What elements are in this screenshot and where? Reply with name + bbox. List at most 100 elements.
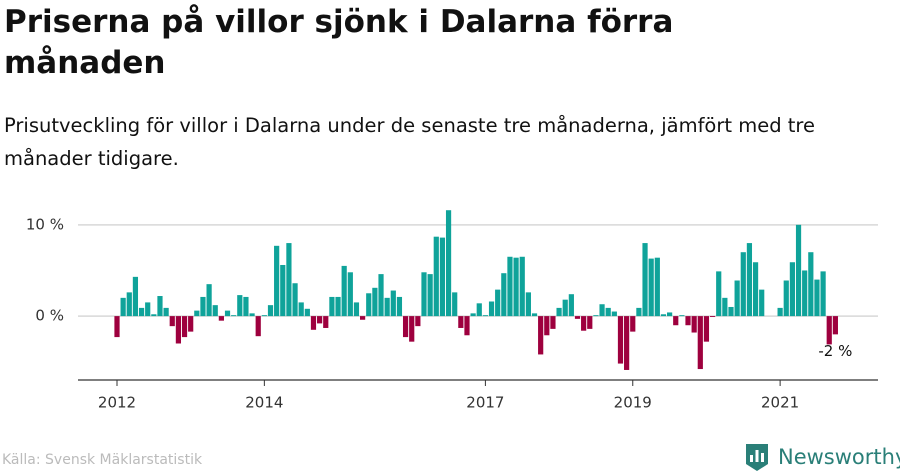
x-tick-label: 2021 xyxy=(761,394,799,412)
bar xyxy=(556,307,562,317)
bar xyxy=(366,293,372,317)
bar xyxy=(261,315,267,317)
bar xyxy=(728,306,734,317)
bar xyxy=(390,290,396,317)
bar xyxy=(194,310,200,317)
bar xyxy=(188,316,194,332)
bar xyxy=(525,292,531,317)
x-tick-label: 2017 xyxy=(466,394,504,412)
bar xyxy=(335,296,341,317)
bar xyxy=(746,243,753,317)
bar xyxy=(280,264,286,317)
bar xyxy=(151,314,157,317)
bar xyxy=(777,307,783,317)
bar xyxy=(501,273,507,317)
bar xyxy=(519,256,525,317)
bar xyxy=(568,294,574,317)
bar xyxy=(224,310,231,317)
bar xyxy=(286,243,292,317)
bar xyxy=(157,296,163,317)
bar xyxy=(347,272,353,317)
bar xyxy=(752,262,759,317)
bar xyxy=(206,284,212,317)
bar xyxy=(175,316,181,344)
bar xyxy=(709,316,716,318)
bar xyxy=(667,312,673,317)
bar xyxy=(722,297,728,317)
bar xyxy=(169,316,175,327)
bar xyxy=(679,315,685,317)
bar xyxy=(452,292,458,317)
bar xyxy=(593,315,599,317)
bar xyxy=(795,224,802,317)
bar xyxy=(538,316,544,355)
bar xyxy=(267,305,274,317)
bar xyxy=(734,280,740,317)
bar xyxy=(218,316,224,321)
bar xyxy=(292,283,298,317)
bar xyxy=(581,316,587,331)
bar xyxy=(274,245,280,317)
bar xyxy=(513,257,519,317)
bar xyxy=(427,274,433,317)
bar xyxy=(673,316,679,326)
bar xyxy=(372,287,378,317)
bar xyxy=(181,316,188,338)
bar xyxy=(126,292,132,317)
bar xyxy=(409,316,415,342)
bar xyxy=(470,313,476,317)
chart-subtitle: Prisutveckling för villor i Dalarna unde… xyxy=(4,114,816,170)
bar xyxy=(212,305,218,317)
bar xyxy=(703,316,710,342)
y-tick-label: 0 % xyxy=(35,307,64,325)
source: Källa: Svensk Mäklarstatistik xyxy=(2,452,203,468)
bar xyxy=(323,316,329,328)
bar xyxy=(458,316,464,328)
bar xyxy=(249,313,255,317)
bar xyxy=(697,316,703,370)
bar xyxy=(617,316,624,364)
bar xyxy=(231,315,237,317)
bar xyxy=(433,236,439,317)
x-tick-label: 2012 xyxy=(98,394,136,412)
bar xyxy=(587,316,593,329)
bar xyxy=(507,256,513,317)
bar xyxy=(740,252,746,317)
bar xyxy=(310,316,317,330)
bar xyxy=(574,316,581,319)
bar xyxy=(132,276,139,317)
bar xyxy=(360,316,366,320)
logo: Newsworthy xyxy=(744,440,900,474)
bar xyxy=(550,316,556,329)
bar xyxy=(599,304,605,317)
y-tick-label: 10 % xyxy=(26,215,64,233)
bar xyxy=(396,296,403,317)
bar xyxy=(353,302,360,317)
bar xyxy=(832,316,838,335)
value-label: -2 % xyxy=(818,342,852,360)
chart-title: Priserna på villor sjönk i Dalarna förra… xyxy=(4,4,674,81)
bar xyxy=(605,307,611,317)
bar xyxy=(716,271,722,317)
bar xyxy=(114,316,120,338)
bar xyxy=(814,279,820,317)
bar xyxy=(341,265,347,317)
bar xyxy=(482,315,488,317)
bar xyxy=(378,274,384,317)
bar xyxy=(163,307,169,317)
bar xyxy=(445,210,452,317)
x-tick-label: 2019 xyxy=(614,394,652,412)
bar xyxy=(384,297,390,317)
bar xyxy=(789,262,795,317)
bar xyxy=(648,258,654,317)
bar xyxy=(636,307,642,317)
bar xyxy=(808,252,814,317)
brand: Newsworthy xyxy=(778,445,900,469)
bar xyxy=(630,316,636,332)
chart: 0 % 10 % 2012 2014 2017 2019 2021 -2 % xyxy=(26,210,878,412)
bar xyxy=(531,313,538,317)
bar xyxy=(243,296,249,317)
bar xyxy=(237,295,243,317)
bar xyxy=(802,270,808,317)
